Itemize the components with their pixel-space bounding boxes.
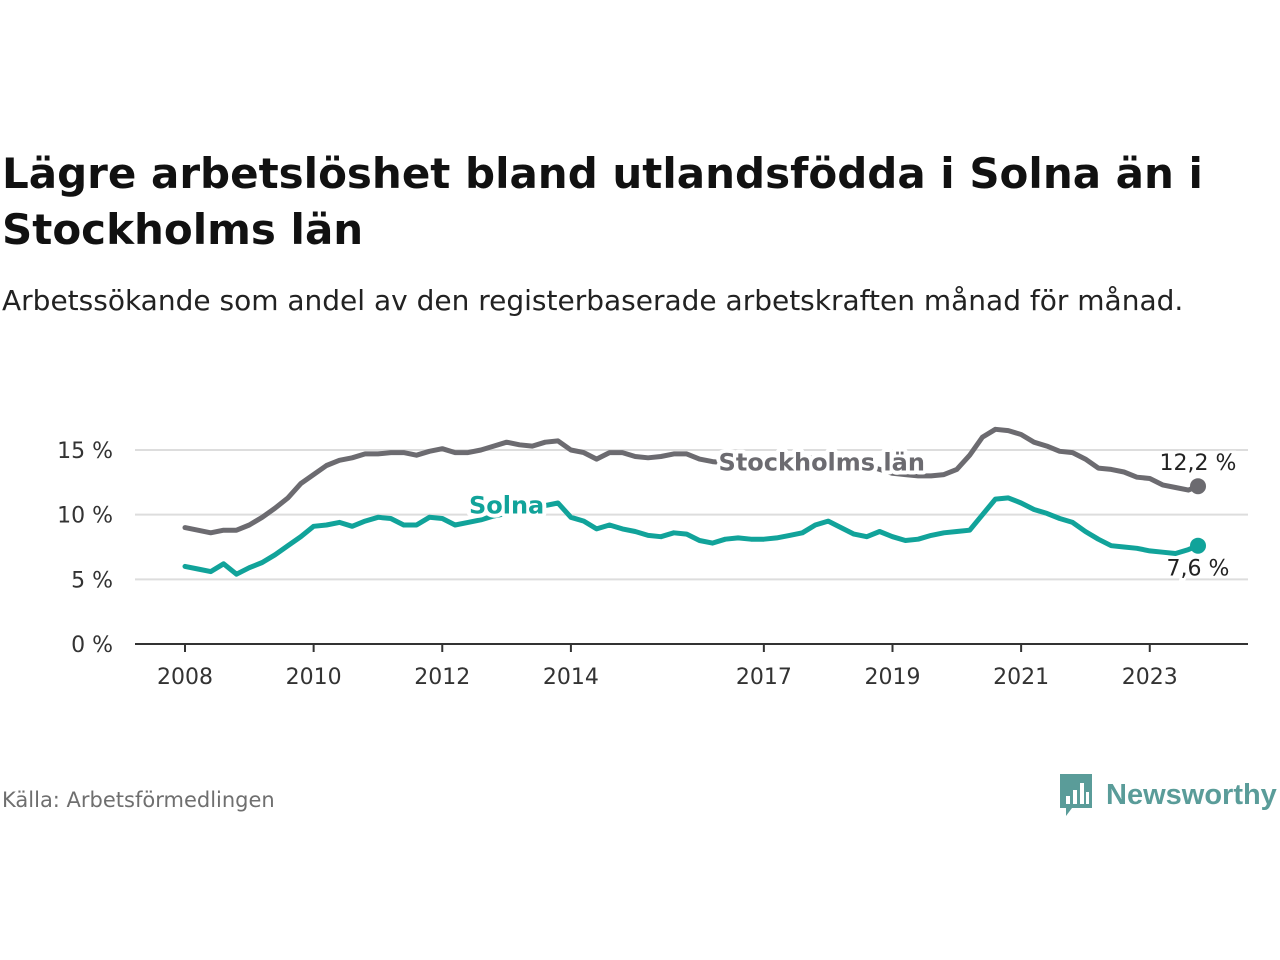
- y-tick-label: 10 %: [57, 504, 113, 529]
- series-line: [182, 495, 1201, 577]
- series-name-label: Stockholms län: [719, 449, 925, 477]
- x-tick-label: 2019: [864, 665, 920, 690]
- series-lines: [182, 426, 1206, 577]
- x-axis-ticks: 2008 2010 2012 2014 2017 2019 2021 2023: [157, 644, 1178, 690]
- x-tick-label: 2012: [414, 665, 470, 690]
- y-tick-label: 0 %: [71, 633, 113, 658]
- series-end-marker: [1190, 537, 1206, 554]
- x-tick-label: 2010: [286, 665, 342, 690]
- x-tick-label: 2023: [1122, 665, 1178, 690]
- grid-lines: [135, 449, 1248, 581]
- series-end-label: 7,6 %: [1167, 557, 1230, 582]
- series-line: [182, 426, 1201, 536]
- newsworthy-logo-icon: [1060, 774, 1092, 816]
- x-tick-label: 2021: [993, 665, 1049, 690]
- y-tick-label: 5 %: [71, 568, 113, 593]
- brand-logo[interactable]: Newsworthy: [1058, 772, 1277, 818]
- series-end-marker: [1190, 478, 1206, 495]
- series-name-label: Solna: [469, 491, 544, 519]
- chart-title: Lägre arbetslöshet bland utlandsfödda i …: [2, 149, 1203, 254]
- brand-name: Newsworthy: [1106, 778, 1277, 811]
- series-end-label: 12,2 %: [1160, 451, 1237, 476]
- x-tick-label: 2017: [736, 665, 792, 690]
- chart-subtitle: Arbetssökande som andel av den registerb…: [2, 284, 1184, 317]
- x-tick-label: 2008: [157, 665, 213, 690]
- x-tick-label: 2014: [543, 665, 599, 690]
- series-labels: 12,2 % Stockholms län 7,6 % Solna: [465, 445, 1239, 585]
- y-tick-label: 15 %: [57, 439, 113, 464]
- source-note: Källa: Arbetsförmedlingen: [2, 788, 275, 812]
- y-axis-ticks: 0 % 5 % 10 % 15 %: [57, 439, 113, 658]
